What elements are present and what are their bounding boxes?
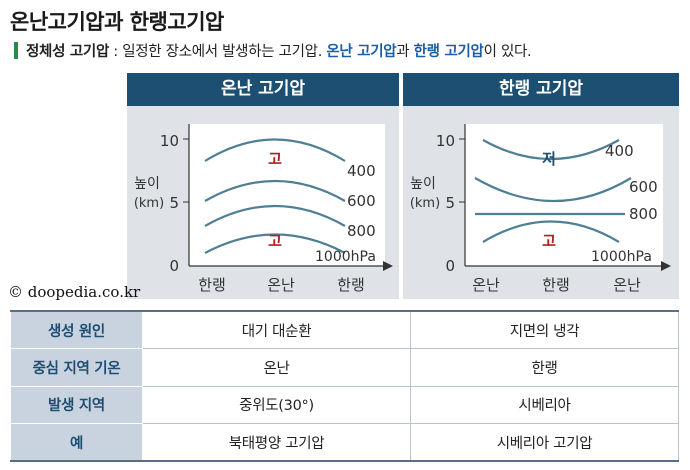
table-row: 생성 원인 대기 대순환 지면의 냉각 <box>10 310 679 349</box>
warm-cell: 온난 <box>142 348 411 387</box>
y-tick-label-5: 5 <box>169 194 179 212</box>
warm-high-header: 온난 고기압 <box>127 73 399 106</box>
table-row: 발생 지역 중위도(30°) 시베리아 <box>10 385 679 424</box>
cold-high-diagram: 한랭 고기압 10 5 0 높이 (km) 저 고 400 600 800 10… <box>403 73 679 299</box>
high-pressure-mark-top: 고 <box>268 150 282 168</box>
y-axis-unit: (km) <box>134 196 164 211</box>
y-tick-label-5: 5 <box>445 194 455 212</box>
row-header: 중심 지역 기온 <box>10 348 143 387</box>
x-tick-label-right: 온난 <box>613 276 641 294</box>
isobar-label-1000: 1000hPa <box>315 249 376 265</box>
y-tick-label-0: 0 <box>445 257 455 275</box>
isobar-1000 <box>482 220 620 243</box>
page-title: 온난고기압과 한랭고기압 <box>10 10 224 34</box>
cold-cell: 한랭 <box>410 348 679 387</box>
subtitle-colon: : <box>109 44 123 60</box>
comparison-table: 생성 원인 대기 대순환 지면의 냉각 중심 지역 기온 온난 한랭 발생 지역… <box>10 310 679 462</box>
plot-area <box>189 124 385 266</box>
y-tick-label-10: 10 <box>160 132 179 150</box>
x-tick-label-center: 한랭 <box>542 276 570 294</box>
isobar-label-400: 400 <box>605 142 634 160</box>
x-axis-arrow <box>383 261 393 271</box>
x-axis-arrow <box>661 261 671 271</box>
warm-high-diagram: 온난 고기압 10 5 0 높이 (km) 고 고 400 600 800 10… <box>127 73 399 299</box>
subtitle-text-2: 과 <box>396 44 414 60</box>
x-tick-label-left: 온난 <box>472 276 500 294</box>
row-header: 발생 지역 <box>10 385 143 424</box>
warm-cell: 북태평양 고기압 <box>142 423 411 462</box>
low-pressure-mark-top: 저 <box>542 150 556 168</box>
high-pressure-mark-bottom: 고 <box>542 232 556 250</box>
subtitle-text-1: 일정한 장소에서 발생하는 고기압. <box>122 44 327 60</box>
y-tick-label-10: 10 <box>436 132 455 150</box>
source-credit: © doopedia.co.kr <box>8 283 141 301</box>
subtitle-text-3: 이 있다. <box>483 44 532 60</box>
warm-cell: 중위도(30°) <box>142 385 411 424</box>
table-row: 중심 지역 기온 온난 한랭 <box>10 348 679 387</box>
row-header: 생성 원인 <box>10 310 143 349</box>
isobar-400 <box>482 139 620 160</box>
warm-high-link[interactable]: 온난 고기압 <box>326 44 397 60</box>
cold-cell: 시베리아 고기압 <box>410 423 679 462</box>
cold-high-plot: 10 5 0 높이 (km) 저 고 400 600 800 1000hPa 온… <box>410 124 671 294</box>
isobar-label-1000: 1000hPa <box>591 249 652 265</box>
y-axis-label: 높이 <box>134 176 160 192</box>
isobar-800 <box>204 205 346 227</box>
warm-high-plot: 10 5 0 높이 (km) 고 고 400 600 800 1000hPa 한… <box>134 124 393 294</box>
isobar-400 <box>204 138 346 162</box>
isobar-label-400: 400 <box>347 162 376 180</box>
cold-cell: 시베리아 <box>410 385 679 424</box>
isobar-600 <box>474 177 632 203</box>
isobar-label-800: 800 <box>629 205 658 223</box>
cold-cell: 지면의 냉각 <box>410 310 679 349</box>
table-row: 예 북태평양 고기압 시베리아 고기압 <box>10 423 679 462</box>
cold-high-link[interactable]: 한랭 고기압 <box>413 44 484 60</box>
isobar-600 <box>204 180 346 202</box>
isobar-label-800: 800 <box>347 222 376 240</box>
x-tick-label-center: 온난 <box>267 276 295 294</box>
term-label: 정체성 고기압 <box>26 44 109 60</box>
y-axis-label: 높이 <box>410 176 436 192</box>
x-tick-label-left: 한랭 <box>198 276 226 294</box>
x-tick-label-right: 한랭 <box>337 276 365 294</box>
warm-cell: 대기 대순환 <box>142 310 411 349</box>
accent-bar <box>14 42 18 59</box>
row-header: 예 <box>10 423 143 462</box>
subtitle-definition: 정체성 고기압 : 일정한 장소에서 발생하는 고기압. 온난 고기압과 한랭 … <box>14 40 532 61</box>
cold-high-header: 한랭 고기압 <box>403 73 679 106</box>
isobar-1000 <box>204 233 346 254</box>
y-axis-unit: (km) <box>410 196 440 211</box>
y-tick-label-0: 0 <box>169 257 179 275</box>
isobar-label-600: 600 <box>629 178 658 196</box>
high-pressure-mark-bottom: 고 <box>268 232 282 250</box>
isobar-label-600: 600 <box>347 192 376 210</box>
